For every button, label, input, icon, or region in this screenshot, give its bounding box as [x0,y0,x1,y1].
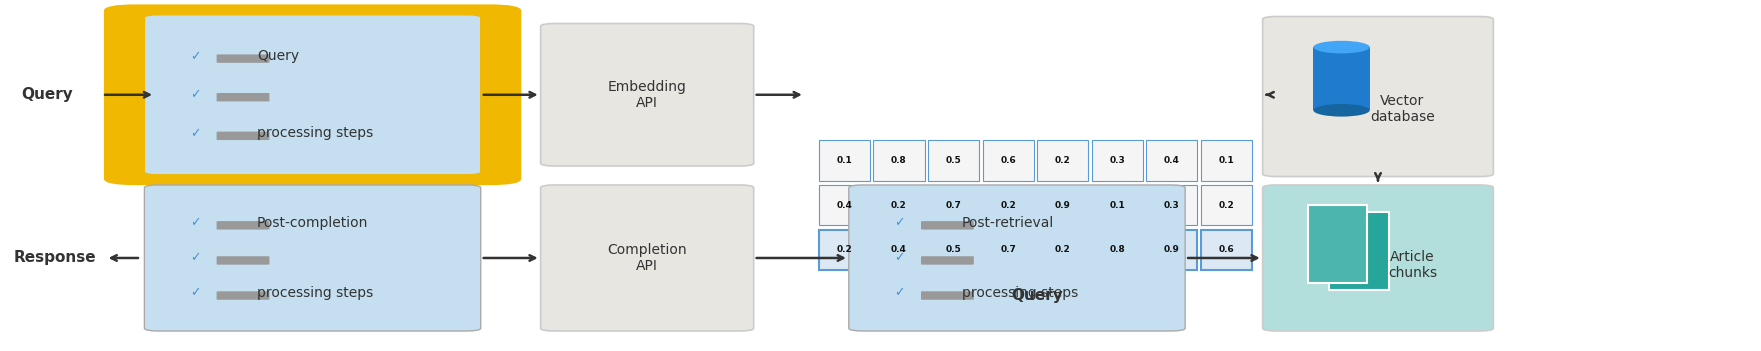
Text: Post-retrieval: Post-retrieval [962,216,1053,230]
FancyBboxPatch shape [1037,185,1088,225]
FancyBboxPatch shape [928,140,979,181]
FancyBboxPatch shape [144,185,481,331]
FancyBboxPatch shape [1307,205,1368,283]
FancyBboxPatch shape [217,291,269,300]
Text: 0.8: 0.8 [891,156,907,165]
FancyBboxPatch shape [1092,185,1143,225]
Text: 0.9: 0.9 [1164,245,1180,254]
Text: processing steps: processing steps [257,286,373,300]
Text: processing steps: processing steps [962,286,1078,300]
Ellipse shape [1314,104,1370,117]
Text: 0.8: 0.8 [1109,245,1125,254]
FancyBboxPatch shape [144,15,481,175]
FancyBboxPatch shape [921,256,974,265]
FancyBboxPatch shape [1092,140,1143,181]
Text: 0.2: 0.2 [1219,201,1234,210]
FancyBboxPatch shape [1263,185,1493,331]
FancyBboxPatch shape [1146,185,1197,225]
FancyBboxPatch shape [1314,47,1370,110]
Text: 0.7: 0.7 [1000,245,1016,254]
Text: ✓: ✓ [895,216,905,230]
FancyBboxPatch shape [928,230,979,270]
FancyBboxPatch shape [921,221,974,230]
Text: Embedding
API: Embedding API [608,80,687,110]
Text: 0.4: 0.4 [1164,156,1180,165]
Text: Vector
database: Vector database [1370,94,1435,124]
FancyBboxPatch shape [819,230,870,270]
FancyBboxPatch shape [819,140,870,181]
Text: Query: Query [1011,288,1064,303]
Text: Query: Query [21,87,72,102]
Text: 0.4: 0.4 [891,245,907,254]
Text: ✓: ✓ [190,251,201,265]
Text: 0.2: 0.2 [891,201,907,210]
Text: 0.2: 0.2 [1055,245,1071,254]
Text: 0.1: 0.1 [1219,156,1234,165]
Text: 0.3: 0.3 [1109,156,1125,165]
Text: 0.7: 0.7 [946,201,962,210]
FancyBboxPatch shape [541,24,754,166]
Text: ✓: ✓ [190,286,201,300]
FancyBboxPatch shape [873,140,925,181]
FancyBboxPatch shape [217,93,269,101]
Text: 0.2: 0.2 [1055,156,1071,165]
FancyBboxPatch shape [873,185,925,225]
Text: 0.6: 0.6 [1000,156,1016,165]
Text: 0.3: 0.3 [1164,201,1180,210]
FancyBboxPatch shape [104,4,521,185]
FancyBboxPatch shape [1092,230,1143,270]
FancyBboxPatch shape [1328,212,1388,290]
Text: ✓: ✓ [190,49,201,63]
FancyBboxPatch shape [1146,140,1197,181]
FancyBboxPatch shape [541,185,754,331]
FancyBboxPatch shape [849,185,1185,331]
FancyBboxPatch shape [873,230,925,270]
Text: Query: Query [257,49,299,63]
Text: ✓: ✓ [895,251,905,265]
Text: 0.4: 0.4 [836,201,852,210]
FancyBboxPatch shape [1201,140,1252,181]
Text: 0.5: 0.5 [946,245,962,254]
FancyBboxPatch shape [1037,230,1088,270]
FancyBboxPatch shape [983,185,1034,225]
Text: 0.6: 0.6 [1219,245,1234,254]
FancyBboxPatch shape [217,221,269,230]
FancyBboxPatch shape [928,185,979,225]
Text: Post-completion: Post-completion [257,216,368,230]
FancyBboxPatch shape [1263,16,1493,177]
Text: ✓: ✓ [190,127,201,140]
Text: Response: Response [14,251,97,265]
Text: 0.1: 0.1 [836,156,852,165]
Text: Completion
API: Completion API [608,243,687,273]
FancyBboxPatch shape [921,291,974,300]
FancyBboxPatch shape [983,140,1034,181]
Text: ✓: ✓ [190,88,201,101]
Text: 0.5: 0.5 [946,156,962,165]
FancyBboxPatch shape [217,132,269,140]
Ellipse shape [1314,41,1370,53]
FancyBboxPatch shape [983,230,1034,270]
Text: ✓: ✓ [190,216,201,230]
Text: 0.2: 0.2 [836,245,852,254]
FancyBboxPatch shape [217,256,269,265]
FancyBboxPatch shape [1201,230,1252,270]
Text: 0.9: 0.9 [1055,201,1071,210]
Text: 0.1: 0.1 [1109,201,1125,210]
Text: 0.2: 0.2 [1000,201,1016,210]
FancyBboxPatch shape [1201,185,1252,225]
Text: Article
chunks: Article chunks [1388,250,1437,280]
FancyBboxPatch shape [819,185,870,225]
Text: processing steps: processing steps [257,126,373,140]
Text: ✓: ✓ [895,286,905,300]
FancyBboxPatch shape [217,54,269,63]
FancyBboxPatch shape [1037,140,1088,181]
FancyBboxPatch shape [1146,230,1197,270]
